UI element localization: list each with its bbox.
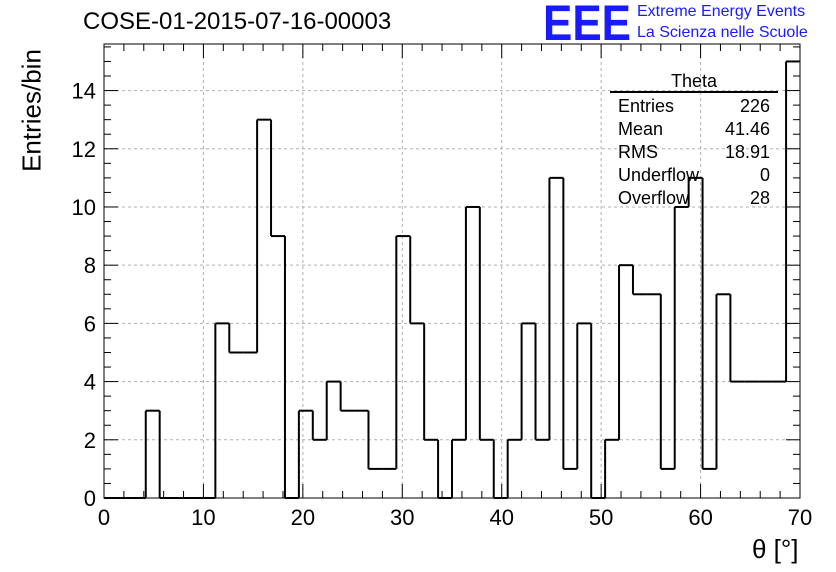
y-tick-label: 8 <box>84 253 96 278</box>
stats-value: 28 <box>749 188 770 208</box>
stats-row: RMS 18.91 <box>610 141 778 164</box>
y-tick-label: 2 <box>84 428 96 453</box>
stats-box: Theta Entries 226 Mean 41.46 RMS 18.91 U… <box>610 72 778 210</box>
x-tick-label: 60 <box>688 505 712 530</box>
grid-lines <box>104 44 800 498</box>
x-axis-label: θ [°] <box>752 534 799 564</box>
y-tick-label: 10 <box>72 195 96 220</box>
plot-frame <box>103 43 801 499</box>
x-axis-ticks: 0 10 20 30 40 50 60 70 <box>98 44 812 530</box>
stats-value: 226 <box>739 96 770 116</box>
logo-line-1: Extreme Energy Events <box>637 3 806 20</box>
stats-row: Overflow 28 <box>610 187 778 210</box>
stats-label: Mean <box>618 119 664 139</box>
y-tick-label: 12 <box>72 137 96 162</box>
x-tick-label: 10 <box>191 505 215 530</box>
y-tick-label: 0 <box>84 486 96 511</box>
stats-value: 41.46 <box>724 119 770 139</box>
logo-line-2: La Scienza nelle Scuole <box>637 24 808 41</box>
y-axis-label: Entries/bin <box>16 49 47 172</box>
y-tick-label: 4 <box>84 370 96 395</box>
y-axis-ticks: 0 2 4 6 8 10 12 14 <box>72 46 800 511</box>
x-tick-label: 0 <box>98 505 110 530</box>
stats-divider <box>610 91 778 93</box>
page-title: COSE-01-2015-07-16-00003 <box>83 8 392 35</box>
stats-row: Entries 226 <box>610 95 778 118</box>
y-tick-label: 6 <box>84 311 96 336</box>
y-tick-label: 14 <box>72 79 96 104</box>
stats-label: Entries <box>618 96 675 116</box>
stats-row: Mean 41.46 <box>610 118 778 141</box>
stats-label: RMS <box>618 142 658 162</box>
x-tick-label: 20 <box>291 505 315 530</box>
x-tick-label: 70 <box>788 505 812 530</box>
eee-logo-text: EEE <box>543 0 631 44</box>
x-tick-label: 30 <box>390 505 414 530</box>
stats-label: Underflow <box>618 165 700 185</box>
x-tick-label: 40 <box>489 505 513 530</box>
histogram-bins <box>104 60 800 499</box>
stats-value: 0 <box>759 165 770 185</box>
stats-value: 18.91 <box>724 142 770 162</box>
eee-logo: EEE <box>543 0 631 44</box>
stats-label: Overflow <box>618 188 690 208</box>
x-tick-label: 50 <box>589 505 613 530</box>
stats-row: Underflow 0 <box>610 164 778 187</box>
stats-title: Theta <box>670 71 718 91</box>
